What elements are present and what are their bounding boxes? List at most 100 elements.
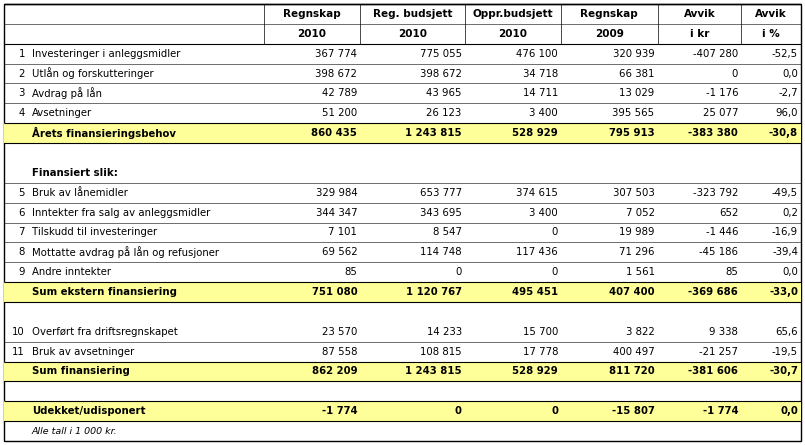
Text: 400 497: 400 497 (613, 347, 654, 356)
Text: 1 561: 1 561 (625, 267, 654, 277)
Text: Bruk av lånemidler: Bruk av lånemidler (31, 188, 127, 198)
Text: -383 380: -383 380 (688, 128, 738, 138)
Text: 653 777: 653 777 (419, 188, 461, 198)
Text: Avdrag på lån: Avdrag på lån (31, 87, 101, 99)
Text: 1 120 767: 1 120 767 (406, 287, 461, 297)
Text: -33,0: -33,0 (769, 287, 798, 297)
Text: 0: 0 (455, 406, 461, 416)
Text: 0,2: 0,2 (782, 207, 798, 218)
Text: 17 778: 17 778 (522, 347, 558, 356)
Text: i %: i % (762, 29, 780, 39)
Text: Avsetninger: Avsetninger (31, 108, 92, 118)
Text: -19,5: -19,5 (772, 347, 798, 356)
Text: Regnskap: Regnskap (580, 9, 638, 19)
Text: 329 984: 329 984 (316, 188, 357, 198)
Bar (4, 282, 801, 302)
Bar (4, 401, 801, 421)
Text: -21 257: -21 257 (700, 347, 738, 356)
Text: 10: 10 (12, 327, 25, 337)
Text: 3 400: 3 400 (530, 207, 558, 218)
Text: 51 200: 51 200 (322, 108, 357, 118)
Text: 398 672: 398 672 (316, 69, 357, 78)
Text: -1 446: -1 446 (706, 227, 738, 238)
Text: 9 338: 9 338 (709, 327, 738, 337)
Text: -407 280: -407 280 (693, 49, 738, 59)
Text: Inntekter fra salg av anleggsmidler: Inntekter fra salg av anleggsmidler (31, 207, 210, 218)
Text: 8 547: 8 547 (432, 227, 461, 238)
Text: 1 243 815: 1 243 815 (405, 128, 461, 138)
Text: -16,9: -16,9 (772, 227, 798, 238)
Text: Oppr.budsjett: Oppr.budsjett (473, 9, 553, 19)
Text: 3 822: 3 822 (625, 327, 654, 337)
Text: 528 929: 528 929 (512, 128, 558, 138)
Text: -323 792: -323 792 (693, 188, 738, 198)
Bar (4, 361, 801, 381)
Text: 5: 5 (19, 188, 25, 198)
Text: 0,0: 0,0 (780, 406, 798, 416)
Text: 108 815: 108 815 (420, 347, 461, 356)
Text: 7 052: 7 052 (625, 207, 654, 218)
Text: 14 233: 14 233 (427, 327, 461, 337)
Text: -381 606: -381 606 (688, 367, 738, 376)
Text: 320 939: 320 939 (613, 49, 654, 59)
Text: 9: 9 (19, 267, 25, 277)
Text: 85: 85 (725, 267, 738, 277)
Text: -369 686: -369 686 (688, 287, 738, 297)
Text: Utlån og forskutteringer: Utlån og forskutteringer (31, 68, 153, 80)
Text: 34 718: 34 718 (523, 69, 558, 78)
Text: 751 080: 751 080 (312, 287, 357, 297)
Text: 0: 0 (551, 406, 558, 416)
Text: -30,8: -30,8 (769, 128, 798, 138)
Text: 4: 4 (19, 108, 25, 118)
Text: 374 615: 374 615 (516, 188, 558, 198)
Text: -39,4: -39,4 (772, 247, 798, 257)
Text: -1 774: -1 774 (322, 406, 357, 416)
Text: 2: 2 (19, 69, 25, 78)
Text: 96,0: 96,0 (775, 108, 798, 118)
Text: 775 055: 775 055 (419, 49, 461, 59)
Text: 0,0: 0,0 (782, 69, 798, 78)
Text: 11: 11 (12, 347, 25, 356)
Text: 307 503: 307 503 (613, 188, 654, 198)
Text: 495 451: 495 451 (512, 287, 558, 297)
Text: Årets finansieringsbehov: Årets finansieringsbehov (31, 127, 175, 139)
Text: 26 123: 26 123 (427, 108, 461, 118)
Text: -15 807: -15 807 (612, 406, 654, 416)
Text: Bruk av avsetninger: Bruk av avsetninger (31, 347, 134, 356)
Text: -49,5: -49,5 (772, 188, 798, 198)
Text: 652: 652 (719, 207, 738, 218)
Text: Sum ekstern finansiering: Sum ekstern finansiering (31, 287, 177, 297)
Bar (4, 123, 801, 143)
Text: Mottatte avdrag på lån og refusjoner: Mottatte avdrag på lån og refusjoner (31, 247, 219, 258)
Text: 13 029: 13 029 (619, 89, 654, 98)
Text: 42 789: 42 789 (322, 89, 357, 98)
Text: 25 077: 25 077 (703, 108, 738, 118)
Text: Reg. budsjett: Reg. budsjett (373, 9, 452, 19)
Text: 2010: 2010 (398, 29, 427, 39)
Text: 367 774: 367 774 (316, 49, 357, 59)
Text: Avvik: Avvik (683, 9, 716, 19)
Text: 43 965: 43 965 (426, 89, 461, 98)
Text: 117 436: 117 436 (516, 247, 558, 257)
Text: 860 435: 860 435 (312, 128, 357, 138)
Text: 2009: 2009 (595, 29, 624, 39)
Text: Overført fra driftsregnskapet: Overført fra driftsregnskapet (31, 327, 178, 337)
Text: 65,6: 65,6 (775, 327, 798, 337)
Text: 1: 1 (19, 49, 25, 59)
Text: 2010: 2010 (498, 29, 527, 39)
Text: 344 347: 344 347 (316, 207, 357, 218)
Text: -30,7: -30,7 (769, 367, 798, 376)
Text: 7: 7 (19, 227, 25, 238)
Text: 398 672: 398 672 (419, 69, 461, 78)
Text: 14 711: 14 711 (523, 89, 558, 98)
Text: 407 400: 407 400 (609, 287, 654, 297)
Text: 69 562: 69 562 (322, 247, 357, 257)
Text: 0: 0 (551, 227, 558, 238)
Text: 2010: 2010 (298, 29, 327, 39)
Text: -1 774: -1 774 (703, 406, 738, 416)
Text: 23 570: 23 570 (322, 327, 357, 337)
Text: 795 913: 795 913 (609, 128, 654, 138)
Text: 3 400: 3 400 (530, 108, 558, 118)
Text: Sum finansiering: Sum finansiering (31, 367, 130, 376)
Text: 395 565: 395 565 (613, 108, 654, 118)
